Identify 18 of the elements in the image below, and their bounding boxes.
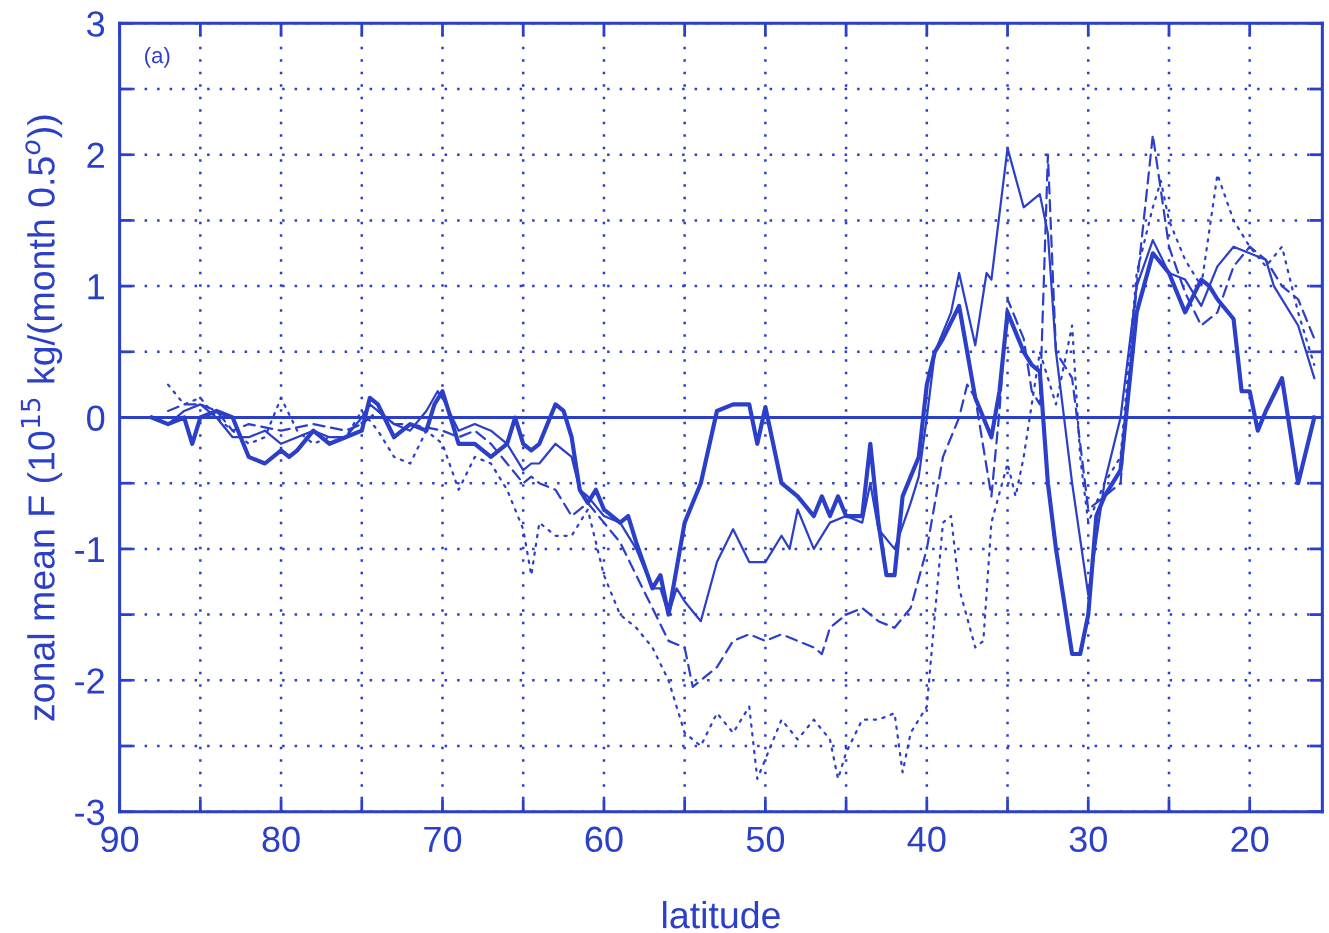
x-tick-label: 20 [1231,826,1269,853]
x-tick-label: 70 [424,826,462,853]
x-tick-label: 50 [746,826,785,853]
x-tick-label: 30 [1069,826,1107,853]
y-tick-label: -2 [75,668,104,694]
y-tick-label: 0 [87,405,105,431]
y-tick-label: 2 [87,142,104,168]
x-axis-title: latitude [663,900,780,929]
x-tick-label: 90 [101,826,139,853]
x-tick-label: 80 [262,826,300,853]
x-tick-label: 40 [907,826,946,853]
annotation: (a) [145,46,170,68]
x-tick-label: 60 [585,826,623,853]
y-tick-label: 3 [87,11,105,37]
y-tick-label: -3 [75,799,105,826]
y-tick-label: -1 [75,537,104,562]
y-axis-title: zonal mean F (10$^{15}$ kg/(month 0.5$^{o}$)) [20,115,63,721]
y-tick-label: 1 [88,274,104,300]
